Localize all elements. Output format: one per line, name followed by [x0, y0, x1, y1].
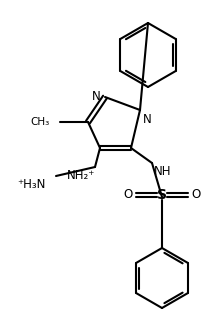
Text: S: S — [157, 188, 167, 202]
Text: ⁺H₃N: ⁺H₃N — [18, 178, 46, 191]
Text: NH₂⁺: NH₂⁺ — [67, 169, 95, 182]
Text: N: N — [143, 113, 152, 126]
Text: CH₃: CH₃ — [31, 117, 50, 127]
Text: O: O — [123, 189, 133, 202]
Text: N: N — [92, 90, 101, 102]
Text: NH: NH — [154, 165, 172, 178]
Text: O: O — [191, 189, 201, 202]
